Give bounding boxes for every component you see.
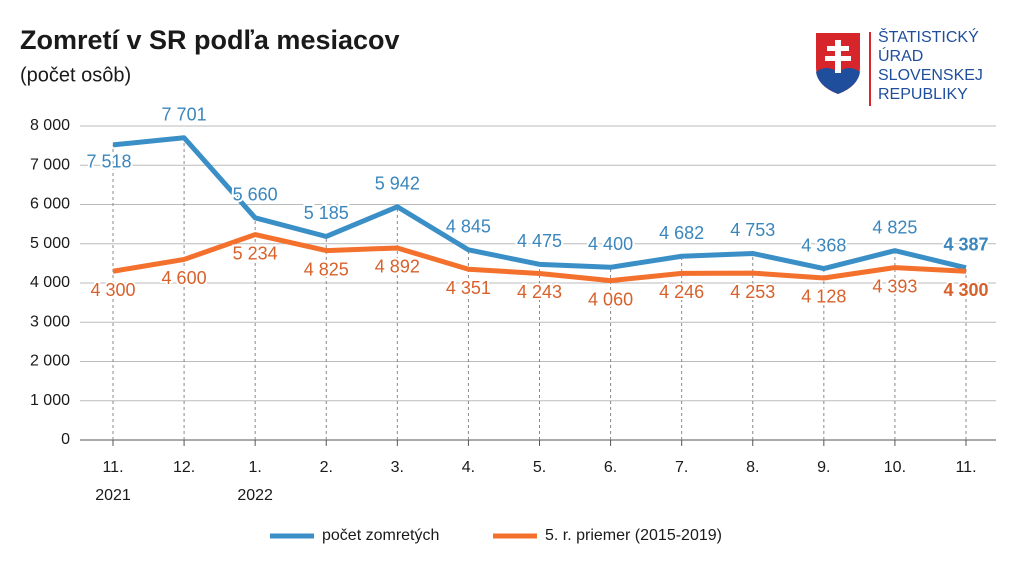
x-tick-label: 2. <box>320 459 333 476</box>
x-tick-label: 10. <box>884 459 906 476</box>
value-label: 4 253 <box>730 282 775 302</box>
y-tick-label: 3 000 <box>30 313 70 330</box>
chart-subtitle: (počet osôb) <box>20 64 131 86</box>
x-year-label: 2021 <box>95 487 131 504</box>
value-label: 4 368 <box>801 235 846 255</box>
value-label: 4 825 <box>872 217 917 237</box>
value-label: 4 060 <box>588 289 633 309</box>
value-label: 4 300 <box>943 280 988 300</box>
logo-text: ÚRAD <box>878 46 923 65</box>
value-label: 4 825 <box>304 259 349 279</box>
value-label: 4 351 <box>446 278 491 298</box>
value-label: 4 387 <box>943 235 988 255</box>
x-tick-label: 7. <box>675 459 688 476</box>
y-tick-label: 0 <box>61 431 70 448</box>
x-tick-label: 11. <box>102 459 123 476</box>
logo-hills <box>816 68 860 94</box>
value-label: 7 518 <box>86 152 131 172</box>
y-tick-label: 8 000 <box>30 117 70 134</box>
value-label: 4 246 <box>659 282 704 302</box>
value-label: 4 300 <box>90 280 135 300</box>
x-tick-label: 9. <box>817 459 830 476</box>
series-line <box>112 232 967 284</box>
x-tick-label: 5. <box>533 459 546 476</box>
logo-text: SLOVENSKEJ <box>878 67 983 84</box>
logo-text: ŠTATISTICKÝ <box>878 27 979 46</box>
value-label: 7 701 <box>162 104 207 124</box>
x-tick-label: 11. <box>955 459 976 476</box>
value-label: 4 892 <box>375 257 420 277</box>
x-tick-label: 4. <box>462 459 475 476</box>
legend-label: 5. r. priemer (2015-2019) <box>545 527 722 544</box>
value-label: 4 393 <box>872 276 917 296</box>
x-year-label: 2022 <box>237 487 273 504</box>
value-label: 5 185 <box>304 203 349 223</box>
y-tick-label: 7 000 <box>30 156 70 173</box>
value-label: 4 600 <box>162 268 207 288</box>
logo <box>816 32 871 106</box>
value-label: 4 682 <box>659 223 704 243</box>
value-label: 5 942 <box>375 174 420 194</box>
y-tick-label: 4 000 <box>30 274 70 291</box>
value-label: 4 243 <box>517 282 562 302</box>
value-label: 4 475 <box>517 231 562 251</box>
value-label: 5 660 <box>233 185 278 205</box>
y-tick-label: 1 000 <box>30 392 70 409</box>
x-tick-label: 1. <box>248 459 261 476</box>
value-label: 4 753 <box>730 220 775 240</box>
logo-cross <box>825 40 851 73</box>
y-tick-label: 2 000 <box>30 353 70 370</box>
y-tick-label: 6 000 <box>30 196 70 213</box>
legend-label: počet zomretých <box>322 527 439 544</box>
value-label: 4 400 <box>588 234 633 254</box>
chart-title: Zomretí v SR podľa mesiacov <box>20 25 400 55</box>
logo-text: REPUBLIKY <box>878 86 968 103</box>
value-label: 4 845 <box>446 217 491 237</box>
series-line <box>112 135 967 272</box>
x-tick-label: 12. <box>173 459 195 476</box>
value-label: 4 128 <box>801 287 846 307</box>
y-tick-label: 5 000 <box>30 235 70 252</box>
x-tick-label: 3. <box>391 459 404 476</box>
x-tick-label: 6. <box>604 459 617 476</box>
value-label: 5 234 <box>233 243 278 263</box>
x-tick-label: 8. <box>746 459 759 476</box>
